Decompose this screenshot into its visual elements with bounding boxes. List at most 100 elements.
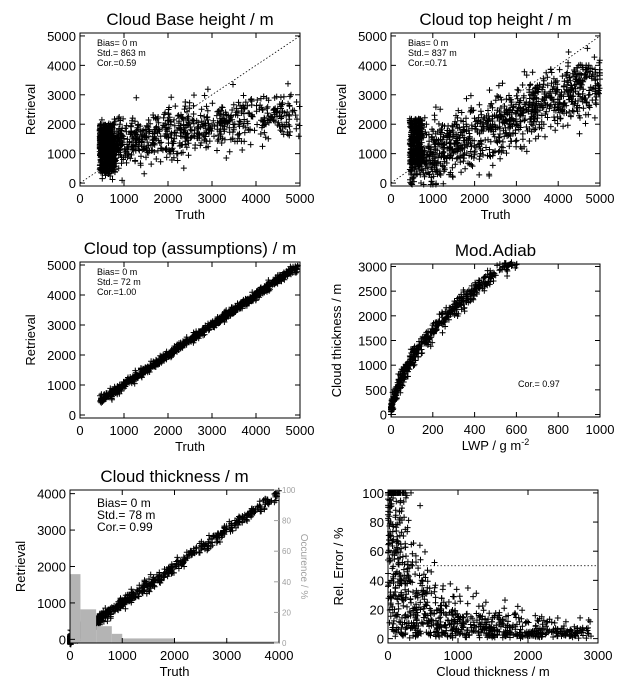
data-point xyxy=(219,104,226,111)
data-point xyxy=(112,157,119,164)
y-tick-label: 2500 xyxy=(358,284,387,299)
data-point xyxy=(166,104,173,111)
stat-line: Cor.= 0.97 xyxy=(518,379,560,389)
stat-line: Std.= 837 m xyxy=(408,48,457,58)
x-tick-label: 400 xyxy=(464,422,486,437)
data-point xyxy=(116,114,123,120)
data-point xyxy=(257,131,264,137)
y-tick-label: 1000 xyxy=(37,596,66,611)
stat-line: Std.= 863 m xyxy=(97,48,146,58)
data-point xyxy=(168,157,175,163)
x-axis-label: LWP / g m-2 xyxy=(462,437,530,453)
data-point xyxy=(185,122,191,129)
stat-line: Cor.=0.59 xyxy=(97,58,136,68)
data-point xyxy=(248,96,255,102)
y-tick-label: 2000 xyxy=(47,117,76,132)
x-tick-label: 2000 xyxy=(160,648,189,663)
x-tick-label: 0 xyxy=(66,648,73,663)
data-point xyxy=(150,114,157,121)
panel-title: Cloud top (assumptions) / m xyxy=(84,239,297,258)
data-point xyxy=(137,160,144,167)
y-tick-label: 2000 xyxy=(37,560,66,575)
x-tick-label: 1000 xyxy=(110,423,139,438)
data-point xyxy=(185,152,192,159)
data-point xyxy=(185,113,192,120)
histogram-bar xyxy=(111,633,123,643)
data-point xyxy=(264,103,271,110)
y-tick-label: 3000 xyxy=(37,523,66,538)
x-axis-label: Truth xyxy=(160,664,190,679)
data-point xyxy=(271,94,278,101)
data-point xyxy=(229,107,236,113)
x-tick-label: 0 xyxy=(387,422,394,437)
data-point xyxy=(143,154,149,161)
data-point xyxy=(236,130,243,137)
x-tick-label: 800 xyxy=(547,422,569,437)
data-point xyxy=(115,165,122,172)
y-tick-label: 5000 xyxy=(358,29,387,44)
stat-line: Cor.=1.00 xyxy=(97,287,136,297)
data-point xyxy=(239,147,246,153)
x-tick-label: 200 xyxy=(422,422,444,437)
data-point xyxy=(110,167,117,174)
data-point xyxy=(229,116,236,123)
y-tick-label: 1500 xyxy=(358,334,387,349)
x-tick-label: 1000 xyxy=(110,191,139,206)
data-point xyxy=(186,105,193,112)
data-point xyxy=(247,141,254,148)
data-point xyxy=(201,92,208,99)
data-point xyxy=(155,119,162,126)
x-tick-label: 1000 xyxy=(108,648,137,663)
y-axis-label: Retrieval xyxy=(13,541,28,592)
data-point xyxy=(168,94,175,101)
histogram-bar xyxy=(122,638,175,643)
x-tick-label: 2000 xyxy=(154,423,183,438)
data-point xyxy=(254,97,261,103)
stat-line: Cor.=0.71 xyxy=(408,58,447,68)
x-tick-label: 3000 xyxy=(198,191,227,206)
data-point xyxy=(111,163,118,170)
data-point xyxy=(244,118,251,125)
y-tick-label: 0 xyxy=(69,408,76,423)
panel-title: Mod.Adiab xyxy=(455,241,536,260)
right-tick-label: 20 xyxy=(282,608,291,617)
data-point xyxy=(211,133,217,140)
y-tick-label: 0 xyxy=(59,632,66,647)
y-tick-label: 5000 xyxy=(47,29,76,44)
data-point xyxy=(214,147,220,154)
x-axis-label: Truth xyxy=(175,439,205,454)
data-point xyxy=(190,111,197,117)
data-point xyxy=(117,147,124,154)
y-tick-label: 3000 xyxy=(358,88,387,103)
x-tick-label: 2000 xyxy=(154,191,183,206)
data-point xyxy=(294,116,300,123)
data-point xyxy=(275,119,282,126)
histogram-bar xyxy=(70,574,81,643)
y-tick-label: 3000 xyxy=(47,88,76,103)
right-tick-label: 80 xyxy=(282,517,291,526)
data-point xyxy=(134,131,141,138)
scatter-points xyxy=(96,80,303,184)
data-point xyxy=(188,127,195,134)
y-tick-label: 1000 xyxy=(358,147,387,162)
panel-title: Cloud thickness / m xyxy=(100,467,248,486)
data-point xyxy=(265,113,272,120)
data-point xyxy=(234,112,241,119)
x-tick-label: 2000 xyxy=(460,191,489,206)
x-tick-label: 5000 xyxy=(586,191,615,206)
right-tick-label: 0 xyxy=(282,639,287,648)
data-point xyxy=(133,94,140,101)
data-point xyxy=(262,134,269,141)
panel-title: Cloud Base height / m xyxy=(106,10,273,29)
data-point xyxy=(286,123,293,130)
stat-line: Bias= 0 m xyxy=(97,38,137,48)
data-point xyxy=(293,125,300,132)
data-point xyxy=(164,117,171,124)
data-point xyxy=(285,80,291,87)
data-point xyxy=(261,129,268,136)
right-tick-label: 100 xyxy=(282,486,296,495)
data-point xyxy=(180,165,187,172)
